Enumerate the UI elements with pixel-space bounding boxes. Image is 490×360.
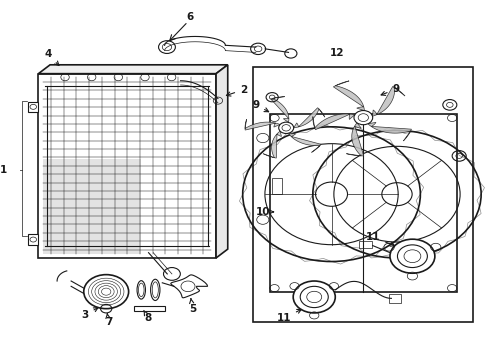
Polygon shape (270, 96, 289, 122)
Text: 9: 9 (381, 84, 400, 95)
Polygon shape (263, 131, 281, 158)
Circle shape (354, 111, 373, 125)
Text: 3: 3 (81, 308, 98, 320)
Bar (270, 114, 457, 292)
Circle shape (84, 275, 129, 309)
Circle shape (293, 281, 335, 313)
Polygon shape (368, 122, 412, 141)
Text: 6: 6 (187, 12, 194, 22)
Polygon shape (38, 65, 228, 74)
Bar (43, 159, 141, 255)
Polygon shape (171, 275, 208, 298)
Bar (359, 240, 372, 248)
Bar (28, 234, 38, 245)
Polygon shape (333, 81, 365, 111)
Text: 4: 4 (44, 49, 59, 66)
Text: 1: 1 (0, 165, 7, 175)
Polygon shape (313, 114, 355, 130)
Circle shape (279, 122, 294, 134)
Text: 12: 12 (330, 48, 344, 58)
Bar (272, 178, 282, 194)
Text: 11: 11 (276, 309, 301, 323)
Bar (28, 102, 38, 112)
Circle shape (390, 239, 435, 273)
Polygon shape (346, 123, 364, 156)
Polygon shape (245, 119, 280, 130)
Text: 11: 11 (366, 232, 394, 246)
Polygon shape (372, 86, 405, 116)
Polygon shape (294, 108, 325, 128)
Text: 2: 2 (226, 85, 247, 96)
Polygon shape (289, 133, 321, 152)
Text: 9: 9 (252, 100, 269, 112)
Bar (389, 294, 401, 303)
Text: 10: 10 (256, 207, 273, 217)
Polygon shape (216, 65, 228, 258)
Bar (253, 67, 473, 322)
Bar (134, 306, 165, 311)
Text: 7: 7 (105, 314, 112, 327)
Text: 5: 5 (189, 299, 196, 314)
Text: 8: 8 (144, 310, 152, 323)
